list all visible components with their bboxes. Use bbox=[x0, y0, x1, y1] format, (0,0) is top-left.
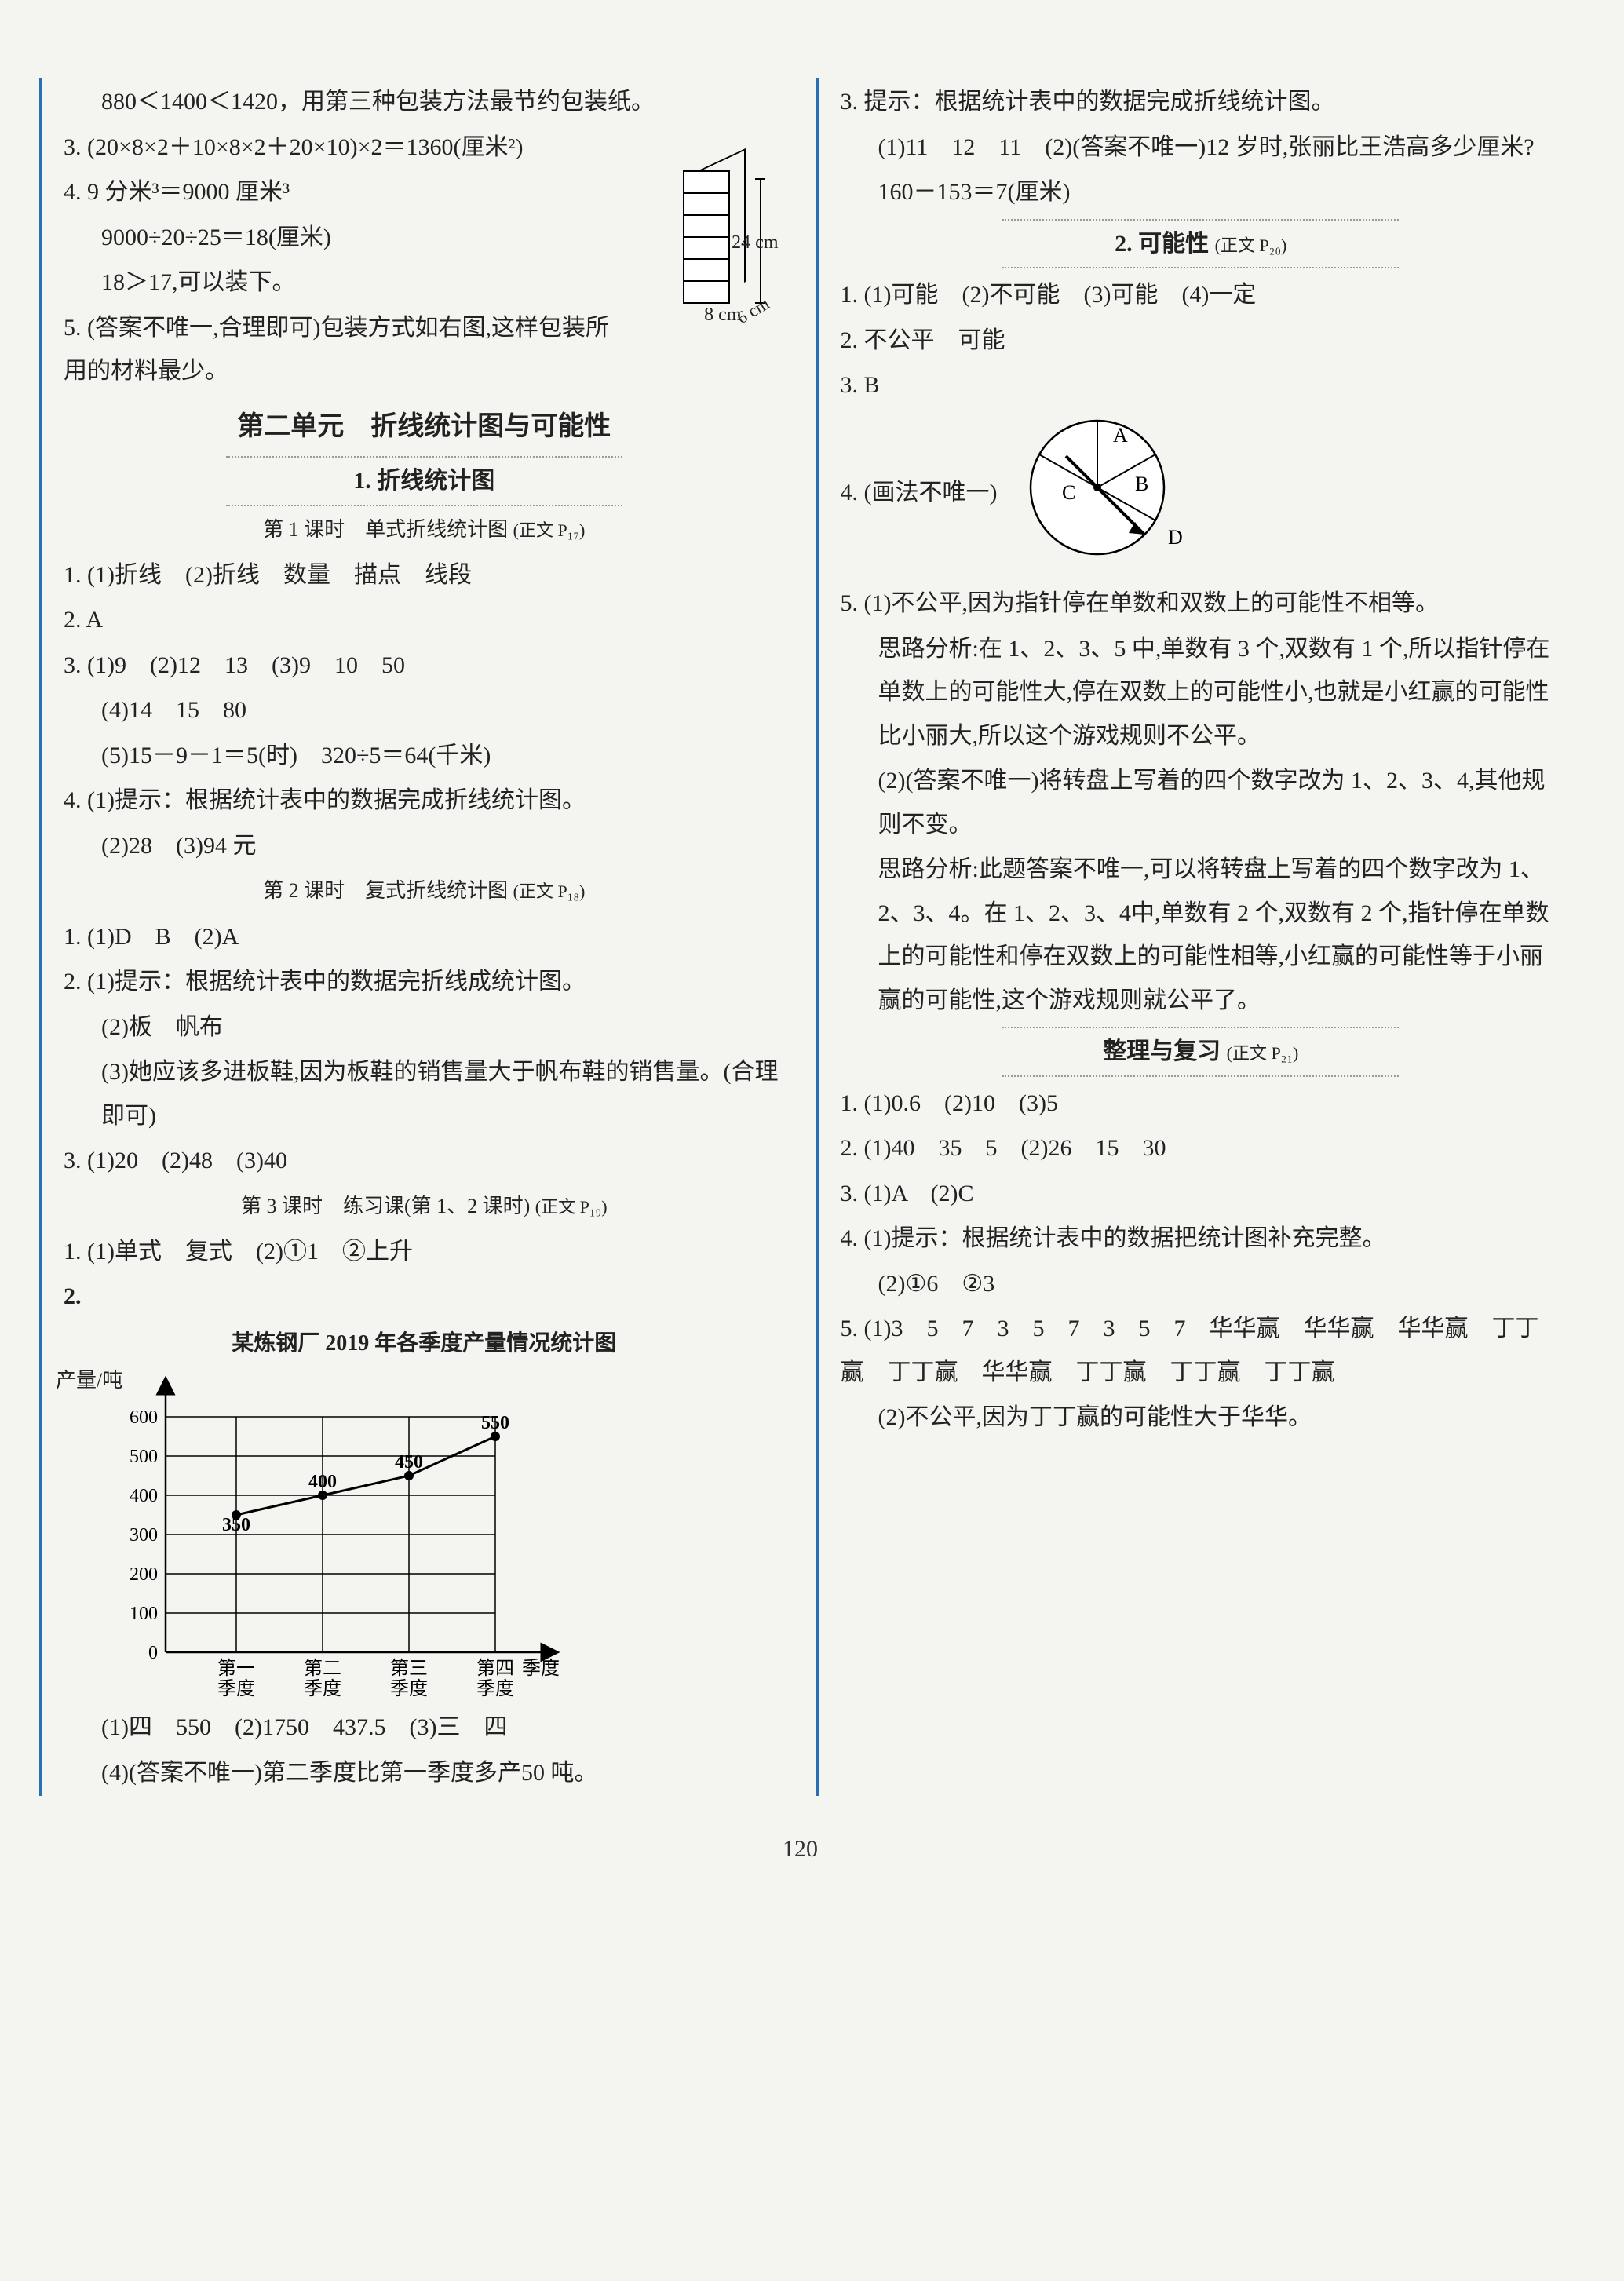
text-line: 1. (1)可能 (2)不可能 (3)可能 (4)一定 bbox=[841, 273, 1562, 317]
text-line: 880＜1400＜1420，用第三种包装方法最节约包装纸。 bbox=[64, 80, 785, 124]
svg-text:400: 400 bbox=[308, 1472, 337, 1492]
svg-text:季度: 季度 bbox=[522, 1658, 560, 1679]
text-line: 2. 不公平 可能 bbox=[841, 319, 1562, 363]
block-with-figure: 24 cm 8 cm 6 cm 4. 9 分米³＝9000 厘米³ 9000÷2… bbox=[64, 170, 785, 395]
text-line: 160－153＝7(厘米) bbox=[841, 170, 1562, 214]
section-ref: (正文 P₂₀) bbox=[1215, 235, 1287, 255]
lesson-title: 第 2 课时 复式折线统计图 (正文 P₁₈) bbox=[64, 872, 785, 910]
section-ref: (正文 P₂₁) bbox=[1227, 1043, 1299, 1063]
text-line: 3. B bbox=[841, 363, 1562, 407]
item-number: 2. bbox=[64, 1283, 82, 1309]
svg-text:600: 600 bbox=[130, 1407, 158, 1428]
svg-text:季度: 季度 bbox=[390, 1678, 428, 1699]
text-line: 1. (1)折线 (2)折线 数量 描点 线段 bbox=[64, 553, 785, 597]
right-column: 3. 提示：根据统计表中的数据完成折线统计图。 (1)11 12 11 (2)(… bbox=[816, 78, 1562, 1796]
svg-text:第三: 第三 bbox=[390, 1658, 428, 1679]
lesson-title: 第 3 课时 练习课(第 1、2 课时) (正文 P₁₉) bbox=[64, 1188, 785, 1225]
text-line: 2. A bbox=[64, 598, 785, 642]
unit-title: 第二单元 折线统计图与可能性 bbox=[64, 403, 785, 452]
lesson-label: 第 1 课时 单式折线统计图 bbox=[263, 518, 508, 541]
text-line: (4)14 15 80 bbox=[64, 688, 785, 732]
text-line: 4. (1)提示：根据统计表中的数据完成折线统计图。 bbox=[64, 779, 785, 823]
text-line: (5)15－9－1＝5(时) 320÷5＝64(千米) bbox=[64, 734, 785, 778]
lesson-title: 第 1 课时 单式折线统计图 (正文 P₁₇) bbox=[64, 511, 785, 549]
svg-text:450: 450 bbox=[395, 1452, 423, 1473]
item-label: 4. (画法不唯一) bbox=[841, 480, 998, 505]
text-line: (2)不公平,因为丁丁赢的可能性大于华华。 bbox=[841, 1396, 1562, 1440]
svg-text:第四: 第四 bbox=[476, 1658, 514, 1679]
text-line: 2. (1)提示：根据统计表中的数据完折线成统计图。 bbox=[64, 960, 785, 1004]
text-line: 1. (1)D B (2)A bbox=[64, 915, 785, 959]
svg-text:D: D bbox=[1168, 526, 1183, 549]
svg-text:100: 100 bbox=[130, 1604, 158, 1624]
text-line: 3. (1)A (2)C bbox=[841, 1172, 1562, 1216]
section-title: 1. 折线统计图 bbox=[226, 456, 622, 506]
svg-text:350: 350 bbox=[222, 1515, 250, 1535]
svg-text:第二: 第二 bbox=[304, 1658, 341, 1679]
text-line: 2. bbox=[64, 1275, 785, 1319]
page: 880＜1400＜1420，用第三种包装方法最节约包装纸。 3. (20×8×2… bbox=[39, 78, 1561, 1796]
lesson-ref: (正文 P₁₈) bbox=[513, 881, 586, 901]
chart-title: 某炼钢厂 2019 年各季度产量情况统计图 bbox=[64, 1323, 785, 1364]
lesson-ref: (正文 P₁₇) bbox=[513, 520, 586, 540]
text-line: 1. (1)0.6 (2)10 (3)5 bbox=[841, 1082, 1562, 1126]
svg-text:B: B bbox=[1135, 473, 1148, 495]
text-line: (1)四 550 (2)1750 437.5 (3)三 四 bbox=[64, 1706, 785, 1750]
dim-height: 24 cm bbox=[732, 225, 778, 260]
lesson-label: 第 2 课时 复式折线统计图 bbox=[263, 879, 508, 902]
text-line: 5. (1)3 5 7 3 5 7 3 5 7 华华赢 华华赢 华华赢 丁丁赢 … bbox=[841, 1307, 1562, 1394]
analysis-text: 思路分析:在 1、2、3、5 中,单数有 3 个,双数有 1 个,所以指针停在单… bbox=[841, 627, 1562, 758]
text-line: (2)板 帆布 bbox=[64, 1005, 785, 1049]
text-line: 3. (20×8×2＋10×8×2＋20×10)×2＝1360(厘米²) bbox=[64, 126, 785, 170]
svg-text:400: 400 bbox=[130, 1486, 158, 1506]
svg-text:季度: 季度 bbox=[476, 1678, 514, 1699]
svg-text:200: 200 bbox=[130, 1564, 158, 1585]
text-line: 3. (1)9 (2)12 13 (3)9 10 50 bbox=[64, 644, 785, 688]
text-line: 3. 提示：根据统计表中的数据完成折线统计图。 bbox=[841, 80, 1562, 124]
section-title: 2. 可能性 (正文 P₂₀) bbox=[1002, 219, 1399, 269]
section-label: 2. 可能性 bbox=[1115, 231, 1209, 257]
lesson-label: 第 3 课时 练习课(第 1、2 课时) bbox=[241, 1195, 530, 1217]
text-line: 5. (1)不公平,因为指针停在单数和双数上的可能性不相等。 bbox=[841, 582, 1562, 626]
svg-text:0: 0 bbox=[148, 1643, 158, 1663]
text-line: (3)她应该多进板鞋,因为板鞋的销售量大于帆布鞋的销售量。(合理即可) bbox=[64, 1050, 785, 1137]
line-chart: 产量/吨 bbox=[111, 1370, 566, 1699]
chart-svg: 0 100 200 300 400 500 600 第一季度 第二季度 第三季度… bbox=[111, 1370, 566, 1699]
text-line: (1)11 12 11 (2)(答案不唯一)12 岁时,张丽比王浩高多少厘米? bbox=[841, 126, 1562, 170]
text-line: (2)①6 ②3 bbox=[841, 1262, 1562, 1306]
svg-text:550: 550 bbox=[481, 1413, 509, 1433]
text-line: (4)(答案不唯一)第二季度比第一季度多产50 吨。 bbox=[64, 1751, 785, 1795]
y-axis-label: 产量/吨 bbox=[56, 1362, 122, 1400]
analysis-text: 思路分析:此题答案不唯一,可以将转盘上写着的四个数字改为 1、2、3、4。在 1… bbox=[841, 848, 1562, 1022]
box-figure: 24 cm 8 cm 6 cm bbox=[636, 170, 777, 327]
svg-text:A: A bbox=[1113, 424, 1128, 447]
text-line: 4. (1)提示：根据统计表中的数据把统计图补充完整。 bbox=[841, 1217, 1562, 1261]
section-title: 整理与复习 (正文 P₂₁) bbox=[1002, 1027, 1399, 1077]
text-line: 2. (1)40 35 5 (2)26 15 30 bbox=[841, 1126, 1562, 1170]
pie-spinner: A B C D bbox=[1019, 409, 1192, 581]
svg-text:500: 500 bbox=[130, 1447, 158, 1467]
text-line: 1. (1)单式 复式 (2)①1 ②上升 bbox=[64, 1230, 785, 1274]
section-label: 整理与复习 bbox=[1103, 1038, 1221, 1064]
lesson-ref: (正文 P₁₉) bbox=[535, 1197, 608, 1217]
svg-text:季度: 季度 bbox=[217, 1678, 255, 1699]
text-line: (2)(答案不唯一)将转盘上写着的四个数字改为 1、2、3、4,其他规则不变。 bbox=[841, 759, 1562, 846]
svg-text:季度: 季度 bbox=[304, 1678, 341, 1699]
page-number: 120 bbox=[39, 1827, 1561, 1871]
svg-text:C: C bbox=[1062, 481, 1075, 504]
text-line: 3. (1)20 (2)48 (3)40 bbox=[64, 1139, 785, 1183]
svg-text:第一: 第一 bbox=[217, 1658, 255, 1679]
svg-text:300: 300 bbox=[130, 1525, 158, 1546]
left-column: 880＜1400＜1420，用第三种包装方法最节约包装纸。 3. (20×8×2… bbox=[39, 78, 785, 1796]
text-line: 4. (画法不唯一) A B C D bbox=[841, 409, 1562, 581]
text-line: (2)28 (3)94 元 bbox=[64, 824, 785, 868]
